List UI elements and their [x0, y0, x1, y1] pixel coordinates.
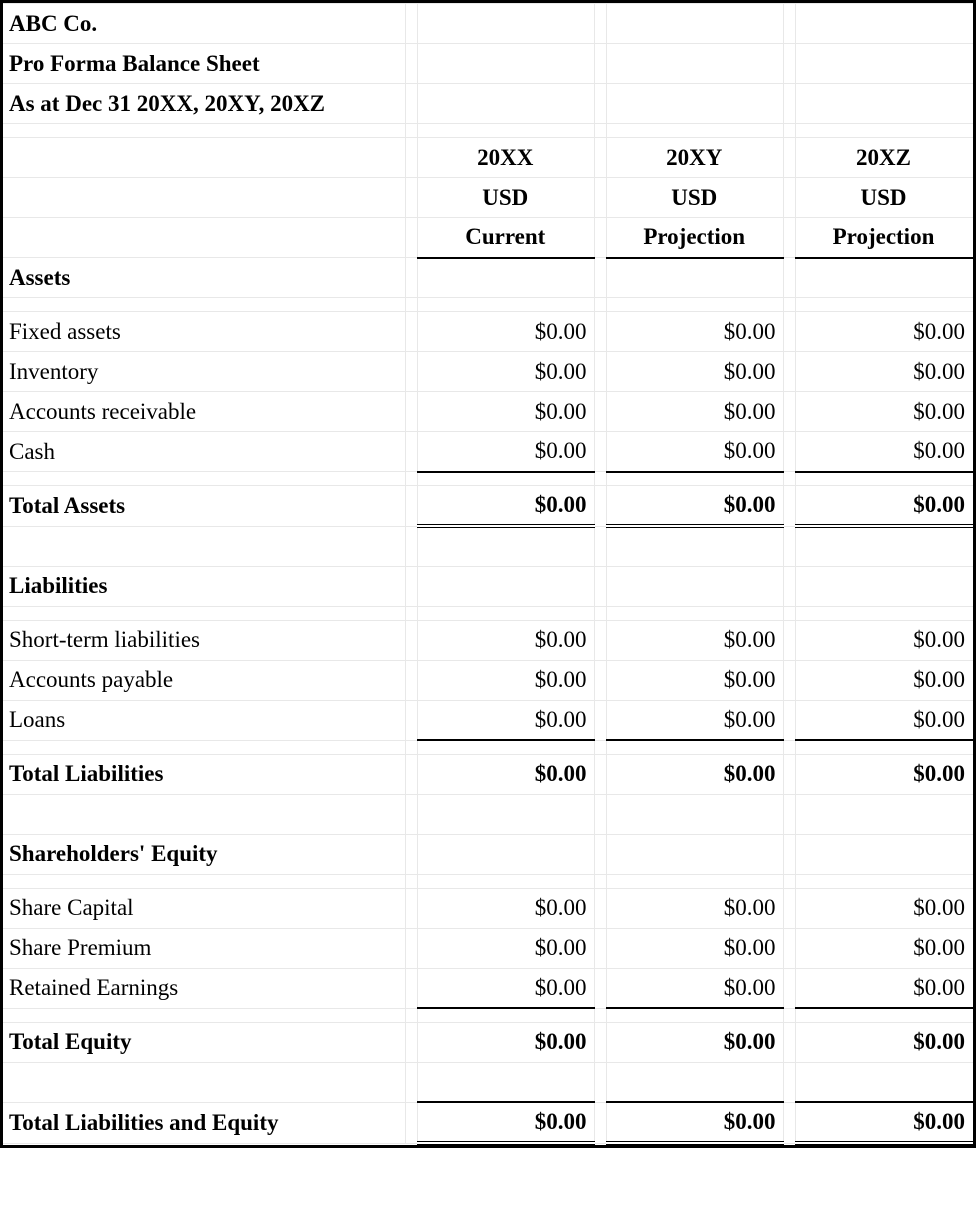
table-row: Accounts payable $0.00 $0.00 $0.00 — [3, 660, 973, 700]
total-value: $0.00 — [606, 486, 784, 527]
cell-value: $0.00 — [606, 620, 784, 660]
liabilities-total-row: Total Liabilities $0.00 $0.00 $0.00 — [3, 754, 973, 794]
col-ccy-0: USD — [417, 178, 595, 218]
cell-value: $0.00 — [606, 968, 784, 1008]
cell-value: $0.00 — [417, 660, 595, 700]
total-label: Total Assets — [3, 486, 406, 527]
cell-value: $0.00 — [795, 352, 973, 392]
total-value: $0.00 — [417, 754, 595, 794]
table-row: Retained Earnings $0.00 $0.00 $0.00 — [3, 968, 973, 1008]
grand-total-label: Total Liabilities and Equity — [3, 1102, 406, 1143]
assets-heading-row: Assets — [3, 258, 973, 298]
total-label: Total Liabilities — [3, 754, 406, 794]
cell-value: $0.00 — [606, 700, 784, 740]
title-report-row: Pro Forma Balance Sheet — [3, 44, 973, 84]
table-row: Accounts receivable $0.00 $0.00 $0.00 — [3, 392, 973, 432]
cell-value: $0.00 — [606, 928, 784, 968]
cell-value: $0.00 — [417, 620, 595, 660]
company-name: ABC Co. — [3, 4, 406, 44]
cell-value: $0.00 — [417, 392, 595, 432]
table-row: Fixed assets $0.00 $0.00 $0.00 — [3, 312, 973, 352]
col-year-2: 20XZ — [795, 138, 973, 178]
cell-value: $0.00 — [606, 392, 784, 432]
title-company-row: ABC Co. — [3, 4, 973, 44]
row-label: Cash — [3, 432, 406, 472]
col-ccy-2: USD — [795, 178, 973, 218]
cell-value: $0.00 — [795, 660, 973, 700]
row-label: Accounts payable — [3, 660, 406, 700]
col-ccy-1: USD — [606, 178, 784, 218]
header-years: 20XX 20XY 20XZ — [3, 138, 973, 178]
total-value: $0.00 — [606, 754, 784, 794]
cell-value: $0.00 — [795, 312, 973, 352]
table-row: Short-term liabilities $0.00 $0.00 $0.00 — [3, 620, 973, 660]
cell-value: $0.00 — [417, 352, 595, 392]
balance-sheet-table: ABC Co. Pro Forma Balance Sheet As at De… — [3, 3, 973, 1145]
row-label: Fixed assets — [3, 312, 406, 352]
row-label: Inventory — [3, 352, 406, 392]
col-basis-0: Current — [417, 218, 595, 258]
total-value: $0.00 — [417, 1022, 595, 1062]
liabilities-heading: Liabilities — [3, 566, 406, 606]
cell-value: $0.00 — [417, 928, 595, 968]
row-label: Retained Earnings — [3, 968, 406, 1008]
cell-value: $0.00 — [795, 888, 973, 928]
grand-total-value: $0.00 — [795, 1102, 973, 1143]
equity-heading-row: Shareholders' Equity — [3, 834, 973, 874]
grand-total-value: $0.00 — [606, 1102, 784, 1143]
table-row: Loans $0.00 $0.00 $0.00 — [3, 700, 973, 740]
total-value: $0.00 — [606, 1022, 784, 1062]
cell-value: $0.00 — [606, 352, 784, 392]
balance-sheet: ABC Co. Pro Forma Balance Sheet As at De… — [0, 0, 976, 1148]
cell-value: $0.00 — [795, 392, 973, 432]
grand-total-row: Total Liabilities and Equity $0.00 $0.00… — [3, 1102, 973, 1143]
cell-value: $0.00 — [795, 968, 973, 1008]
table-row: Share Capital $0.00 $0.00 $0.00 — [3, 888, 973, 928]
total-value: $0.00 — [795, 486, 973, 527]
grand-total-value: $0.00 — [417, 1102, 595, 1143]
table-row: Share Premium $0.00 $0.00 $0.00 — [3, 928, 973, 968]
cell-value: $0.00 — [417, 700, 595, 740]
col-basis-2: Projection — [795, 218, 973, 258]
assets-total-row: Total Assets $0.00 $0.00 $0.00 — [3, 486, 973, 527]
total-value: $0.00 — [795, 1022, 973, 1062]
cell-value: $0.00 — [606, 312, 784, 352]
row-label: Short-term liabilities — [3, 620, 406, 660]
assets-heading: Assets — [3, 258, 406, 298]
as-at-line: As at Dec 31 20XX, 20XY, 20XZ — [3, 84, 406, 124]
cell-value: $0.00 — [795, 928, 973, 968]
cell-value: $0.00 — [606, 432, 784, 472]
header-basis: Current Projection Projection — [3, 218, 973, 258]
total-label: Total Equity — [3, 1022, 406, 1062]
cell-value: $0.00 — [417, 312, 595, 352]
row-label: Accounts receivable — [3, 392, 406, 432]
table-row: Cash $0.00 $0.00 $0.00 — [3, 432, 973, 472]
title-asat-row: As at Dec 31 20XX, 20XY, 20XZ — [3, 84, 973, 124]
cell-value: $0.00 — [795, 620, 973, 660]
table-row: Inventory $0.00 $0.00 $0.00 — [3, 352, 973, 392]
total-value: $0.00 — [795, 754, 973, 794]
liabilities-heading-row: Liabilities — [3, 566, 973, 606]
equity-total-row: Total Equity $0.00 $0.00 $0.00 — [3, 1022, 973, 1062]
report-title: Pro Forma Balance Sheet — [3, 44, 406, 84]
cell-value: $0.00 — [417, 888, 595, 928]
col-year-0: 20XX — [417, 138, 595, 178]
row-label: Share Premium — [3, 928, 406, 968]
cell-value: $0.00 — [417, 432, 595, 472]
row-label: Share Capital — [3, 888, 406, 928]
equity-heading: Shareholders' Equity — [3, 834, 406, 874]
col-basis-1: Projection — [606, 218, 784, 258]
row-label: Loans — [3, 700, 406, 740]
col-year-1: 20XY — [606, 138, 784, 178]
cell-value: $0.00 — [606, 660, 784, 700]
cell-value: $0.00 — [795, 432, 973, 472]
cell-value: $0.00 — [417, 968, 595, 1008]
cell-value: $0.00 — [795, 700, 973, 740]
header-currency: USD USD USD — [3, 178, 973, 218]
total-value: $0.00 — [417, 486, 595, 527]
cell-value: $0.00 — [606, 888, 784, 928]
